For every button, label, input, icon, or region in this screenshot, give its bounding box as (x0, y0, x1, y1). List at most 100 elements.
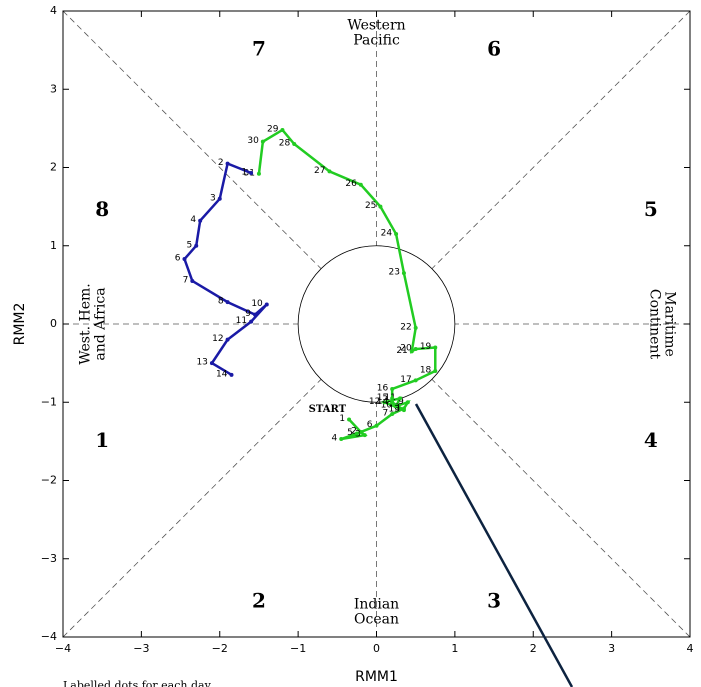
phase-label: 3 (487, 588, 501, 612)
day-label: 5 (187, 240, 193, 250)
day-dot (249, 319, 254, 324)
day-dot (433, 368, 438, 373)
day-dot (401, 271, 406, 276)
day-label: 29 (267, 124, 279, 134)
day-dot (253, 312, 258, 317)
day-dot (339, 437, 344, 442)
day-label: 13 (196, 358, 207, 368)
phase-label: 4 (644, 428, 658, 452)
phase-label: 6 (487, 37, 501, 61)
day-label: 2 (218, 158, 224, 168)
x-tick-label: −2 (212, 642, 228, 655)
y-tick-label: −3 (41, 552, 57, 565)
region-label-line: Indian (354, 597, 399, 613)
region-label-line: West. Hem. (78, 283, 94, 364)
region-label-line: Continent (647, 289, 663, 360)
day-label: 8 (394, 403, 400, 413)
x-tick-label: −3 (133, 642, 149, 655)
day-label: 4 (331, 434, 337, 444)
region-label-line: Pacific (353, 33, 400, 49)
phase-label: 1 (95, 428, 109, 452)
region-label-line: Western (347, 18, 405, 34)
day-dot (264, 302, 269, 307)
day-label: 3 (210, 193, 216, 203)
day-dot (225, 161, 230, 166)
day-dot (374, 423, 379, 428)
day-dot (260, 139, 265, 144)
day-dot (433, 345, 438, 350)
day-dot (354, 431, 359, 436)
day-label: 28 (279, 139, 291, 149)
day-dot (198, 218, 203, 223)
day-dot (413, 325, 418, 330)
day-label: 27 (314, 166, 325, 176)
day-dot (229, 372, 234, 377)
region-label-line: Ocean (354, 612, 399, 628)
day-label: 24 (381, 229, 393, 239)
region-label-line: Maritime (662, 291, 678, 357)
phase-label: 2 (252, 588, 266, 612)
day-label: 16 (377, 383, 389, 393)
x-tick-label: 4 (687, 642, 694, 655)
day-dot (405, 400, 410, 405)
day-dot (401, 408, 406, 413)
day-label: 14 (377, 397, 389, 407)
day-label: 22 (400, 322, 411, 332)
day-label: 23 (388, 268, 399, 278)
region-label-line: and Africa (93, 287, 109, 360)
y-tick-label: 2 (50, 161, 57, 174)
day-dot (347, 417, 352, 422)
unit-circle (297, 245, 456, 403)
day-label: 12 (369, 397, 380, 407)
phase-label: 8 (95, 197, 109, 221)
day-label: 25 (365, 201, 376, 211)
x-axis-label: RMM1 (355, 669, 398, 685)
day-label: 6 (175, 254, 181, 264)
y-tick-label: −2 (41, 474, 57, 487)
day-dot (327, 169, 332, 174)
day-label: 2 (351, 426, 357, 436)
day-label: 15 (377, 393, 388, 403)
y-tick-label: 3 (50, 82, 57, 95)
start-label: START (309, 404, 347, 415)
day-label: 1 (241, 167, 247, 177)
day-label: 8 (218, 297, 224, 307)
footnote: Labelled dots for each day (63, 679, 212, 687)
day-dot (394, 404, 399, 409)
day-label: 4 (190, 215, 196, 225)
y-tick-label: 1 (50, 239, 57, 252)
day-dot (390, 396, 395, 401)
day-dot (390, 411, 395, 416)
y-tick-label: −4 (41, 630, 57, 643)
x-tick-label: 0 (373, 642, 380, 655)
day-label: 10 (381, 401, 393, 411)
phase-label: 5 (644, 197, 658, 221)
day-label: 12 (212, 334, 223, 344)
day-dot (225, 300, 230, 305)
region-label: West. Hem. and Africa (78, 283, 109, 364)
day-dot (194, 243, 199, 248)
y-tick-label: −1 (41, 395, 57, 408)
day-label: 21 (396, 346, 407, 356)
day-dot (390, 386, 395, 391)
day-dot (409, 349, 414, 354)
day-label: 5 (347, 428, 353, 438)
x-tick-label: −1 (290, 642, 306, 655)
x-tick-label: 3 (608, 642, 615, 655)
annotation-line (414, 403, 574, 687)
day-dot (217, 196, 222, 201)
day-dot (358, 429, 363, 434)
day-dot (413, 378, 418, 383)
day-label: 11 (236, 316, 247, 326)
series-line (183, 161, 268, 376)
y-tick-label: 4 (50, 4, 57, 17)
day-dot (382, 400, 387, 405)
day-dot (398, 396, 403, 401)
x-tick-label: −4 (55, 642, 71, 655)
day-dot (362, 433, 367, 438)
day-dot (413, 347, 418, 352)
phase-label: 7 (252, 37, 266, 61)
